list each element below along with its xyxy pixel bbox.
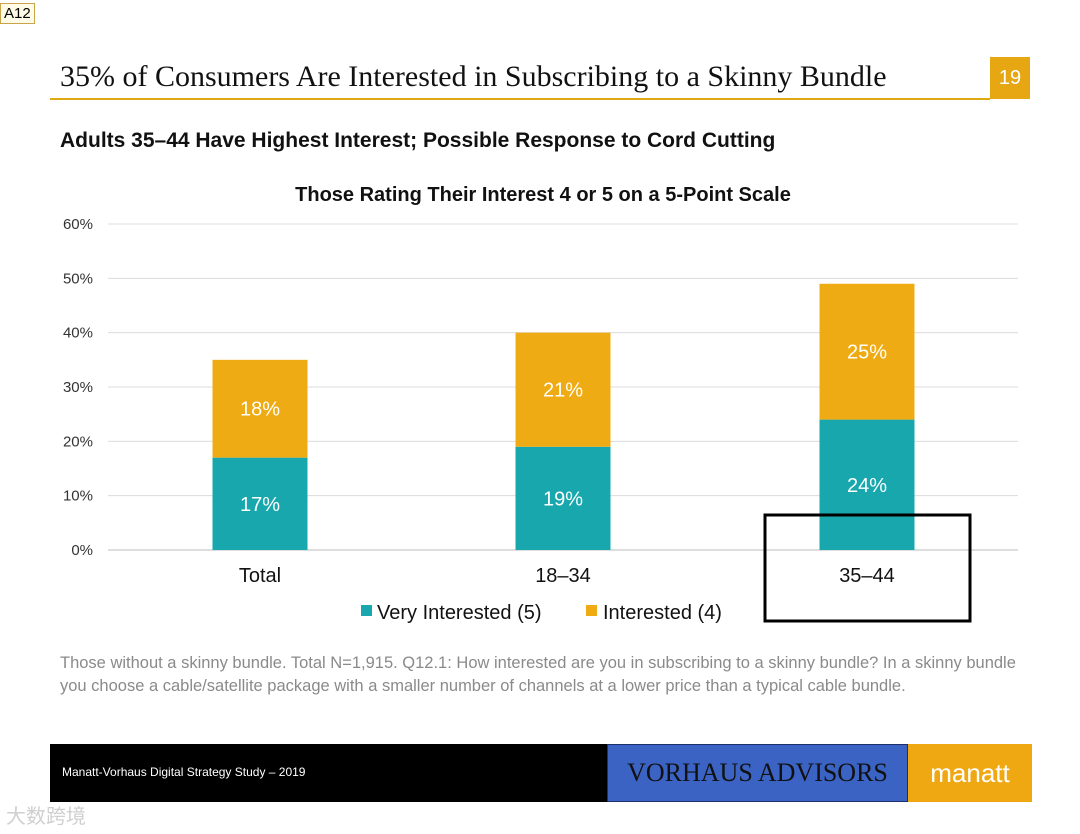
y-tick-label: 0% — [71, 542, 93, 559]
y-tick-label: 40% — [63, 325, 93, 342]
y-tick-label: 60% — [63, 216, 93, 233]
bar-very-interested — [515, 446, 611, 550]
watermark: 大数跨境 — [6, 806, 86, 828]
x-tick-label: 35–44 — [839, 565, 895, 587]
y-tick-label: 50% — [63, 270, 93, 287]
slide-subtitle: Adults 35–44 Have Highest Interest; Poss… — [60, 129, 776, 152]
y-tick-label: 10% — [63, 488, 93, 505]
bar-interested — [212, 359, 308, 458]
legend-swatch — [586, 605, 597, 616]
data-label: 17% — [240, 494, 280, 516]
data-label: 19% — [543, 488, 583, 510]
bar-very-interested — [819, 419, 915, 550]
y-tick-label: 20% — [63, 433, 93, 450]
bar-interested — [515, 332, 611, 447]
data-label: 18% — [240, 399, 280, 421]
title-underline — [50, 98, 990, 100]
corner-tag: A12 — [0, 3, 35, 24]
highlight-box — [763, 513, 972, 623]
page-number-badge: 19 — [990, 57, 1030, 99]
footer-bar: Manatt-Vorhaus Digital Strategy Study – … — [50, 744, 1032, 802]
legend-swatch — [361, 605, 372, 616]
bar-interested — [819, 283, 915, 420]
x-tick-label: Total — [239, 565, 281, 587]
bar-very-interested — [212, 457, 308, 550]
footer-study-label: Manatt-Vorhaus Digital Strategy Study – … — [62, 765, 306, 779]
x-tick-label: 18–34 — [535, 565, 591, 587]
data-label: 25% — [847, 342, 887, 364]
stacked-bar-chart: Those Rating Their Interest 4 or 5 on a … — [63, 184, 1018, 624]
data-label: 21% — [543, 380, 583, 402]
y-tick-label: 30% — [63, 379, 93, 396]
methodology-note: Those without a skinny bundle. Total N=1… — [60, 654, 1016, 695]
vorhaus-advisors-logo: VORHAUS ADVISORS — [607, 744, 908, 802]
legend-label: Very Interested (5) — [377, 602, 542, 624]
legend-label: Interested (4) — [603, 602, 722, 624]
page-title: 35% of Consumers Are Interested in Subsc… — [60, 60, 887, 93]
chart-title: Those Rating Their Interest 4 or 5 on a … — [295, 184, 791, 206]
data-label: 24% — [847, 475, 887, 497]
manatt-logo: manatt — [908, 744, 1032, 802]
